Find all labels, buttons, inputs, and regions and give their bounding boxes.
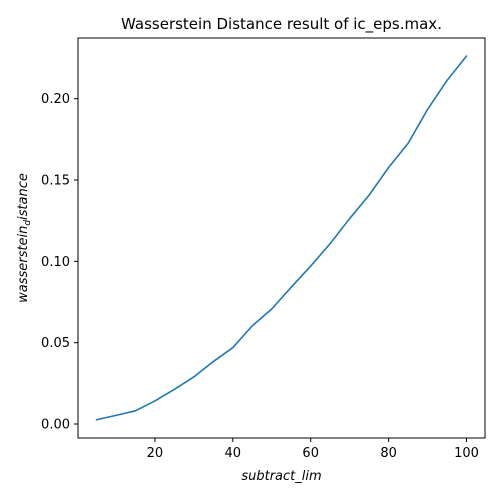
series-points xyxy=(96,55,467,420)
y-tick-label: 0.10 xyxy=(41,255,70,270)
y-tick-label: 0.05 xyxy=(41,336,70,351)
y-tick-label: 0.00 xyxy=(41,418,70,433)
y-axis-ticks: 0.00 0.05 0.10 0.15 0.20 xyxy=(41,92,78,433)
plot-area xyxy=(77,37,486,439)
x-tick-label: 80 xyxy=(380,446,397,461)
x-tick-label: 20 xyxy=(147,446,164,461)
series-line xyxy=(95,55,468,421)
y-tick-label: 0.20 xyxy=(41,92,70,107)
x-tick-label: 100 xyxy=(454,446,479,461)
plot-frame xyxy=(77,37,486,439)
x-tick-label: 40 xyxy=(225,446,242,461)
y-axis-label-tail: istance xyxy=(16,173,31,220)
x-axis-ticks: 20 40 60 80 100 xyxy=(147,438,479,461)
y-tick-label: 0.15 xyxy=(41,174,70,189)
chart-title: Wasserstein Distance result of ic_eps.ma… xyxy=(121,15,442,34)
x-axis-label: subtract_lim xyxy=(241,469,321,484)
y-axis-label: wassersteindistance xyxy=(16,173,33,303)
x-tick-label: 60 xyxy=(302,446,319,461)
y-axis-label-main: wasserstein xyxy=(16,226,31,303)
y-axis-label-subscript: d xyxy=(23,220,33,226)
